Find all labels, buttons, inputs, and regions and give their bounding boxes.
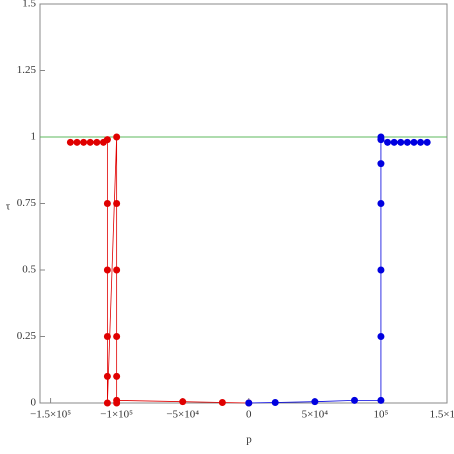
data-point (377, 160, 385, 168)
data-point (397, 138, 405, 146)
data-point (113, 133, 121, 141)
data-point (423, 138, 431, 146)
series-line (70, 136, 249, 404)
x-tick-label: 1.5×10⁵ (430, 409, 454, 421)
data-point (113, 333, 121, 340)
y-tick-label: 0.75 (17, 197, 37, 209)
data-point (113, 396, 121, 404)
x-tick-label: 5×10⁴ (302, 409, 329, 421)
y-tick-label: 0.25 (17, 330, 37, 342)
y-tick-label: 0 (31, 397, 37, 409)
data-point (103, 266, 111, 274)
data-point (73, 138, 81, 146)
data-point (351, 396, 358, 404)
data-point (103, 372, 111, 380)
x-tick-label: 10⁵ (374, 409, 389, 421)
x-tick-label: −1×10⁵ (100, 409, 133, 421)
data-point (311, 398, 319, 406)
data-point (245, 399, 253, 407)
data-point (377, 136, 385, 144)
data-point (113, 372, 121, 380)
data-point (271, 398, 279, 406)
data-point (103, 333, 111, 340)
data-point (417, 138, 425, 146)
data-point (80, 138, 88, 146)
data-point (410, 138, 418, 146)
y-axis-label: τ (6, 201, 11, 213)
plot-frame (39, 3, 448, 404)
series-line (248, 137, 428, 404)
data-point (113, 266, 121, 274)
data-point (179, 398, 187, 406)
data-point (377, 266, 385, 274)
data-point (377, 333, 385, 340)
data-point (66, 138, 74, 146)
data-point (390, 138, 398, 146)
data-point (377, 200, 385, 207)
x-tick-label: −1.5×10⁵ (30, 409, 71, 421)
data-point (93, 138, 101, 146)
data-point (86, 138, 94, 146)
data-point (218, 398, 226, 406)
y-tick-label: 0.5 (22, 264, 36, 276)
data-point (103, 399, 111, 407)
data-point (403, 138, 411, 146)
data-point (113, 200, 121, 207)
x-axis-label: p (246, 434, 252, 446)
y-tick-label: 1.5 (22, 0, 36, 10)
data-point (103, 200, 111, 207)
y-tick-label: 1.25 (17, 64, 37, 76)
data-point (377, 396, 385, 404)
data-point (384, 138, 392, 146)
data-point (103, 136, 111, 144)
x-tick-label: −5×10⁴ (166, 409, 199, 421)
x-tick-label: 0 (246, 409, 252, 421)
y-tick-label: 1 (31, 131, 37, 143)
